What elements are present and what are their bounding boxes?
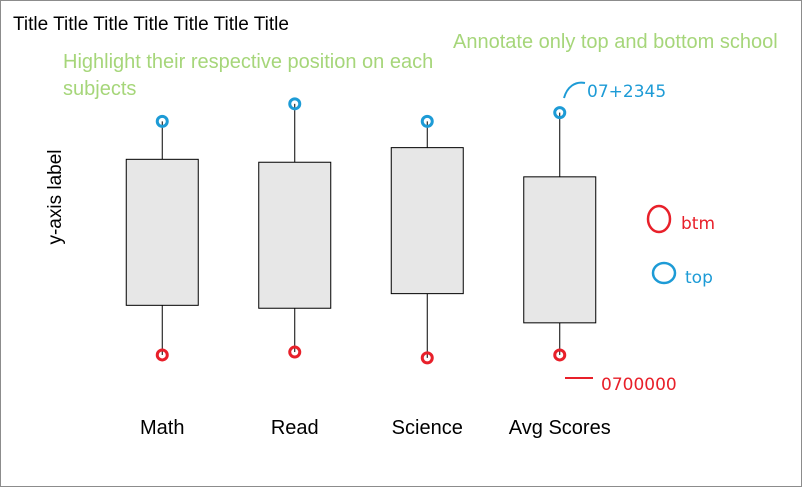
legend-top-marker bbox=[651, 261, 677, 285]
legend-top-label: top bbox=[685, 268, 713, 288]
legend-bottom-marker bbox=[646, 204, 672, 234]
top-annotation-arrow bbox=[563, 81, 586, 99]
chart-title: Title Title Title Title Title Title Titl… bbox=[13, 14, 289, 35]
x-tick-label: Avg Scores bbox=[509, 417, 611, 439]
top-marker-science bbox=[420, 114, 434, 128]
box-read bbox=[258, 161, 332, 309]
annotation-top-bottom: Annotate only top and bottom school bbox=[453, 31, 778, 53]
x-tick-label: Read bbox=[271, 417, 319, 439]
bottom-marker-math bbox=[155, 348, 169, 362]
box-science bbox=[390, 147, 464, 295]
bottom-value-note: 0700000 bbox=[601, 375, 677, 395]
top-marker-read bbox=[288, 97, 302, 111]
x-tick-label: Math bbox=[140, 417, 184, 439]
bottom-marker-read bbox=[288, 345, 302, 359]
x-tick-label: Science bbox=[392, 417, 463, 439]
legend-bottom-label: btm bbox=[681, 214, 715, 234]
top-marker-avg-scores bbox=[553, 106, 567, 120]
annotation-highlight: Highlight their respective position on e… bbox=[63, 51, 434, 100]
top-marker-math bbox=[155, 114, 169, 128]
box-math bbox=[125, 158, 199, 306]
box-avg-scores bbox=[523, 176, 597, 324]
top-value-note: 07+2345 bbox=[587, 82, 666, 102]
bottom-marker-avg-scores bbox=[553, 348, 567, 362]
bottom-marker-science bbox=[420, 351, 434, 365]
